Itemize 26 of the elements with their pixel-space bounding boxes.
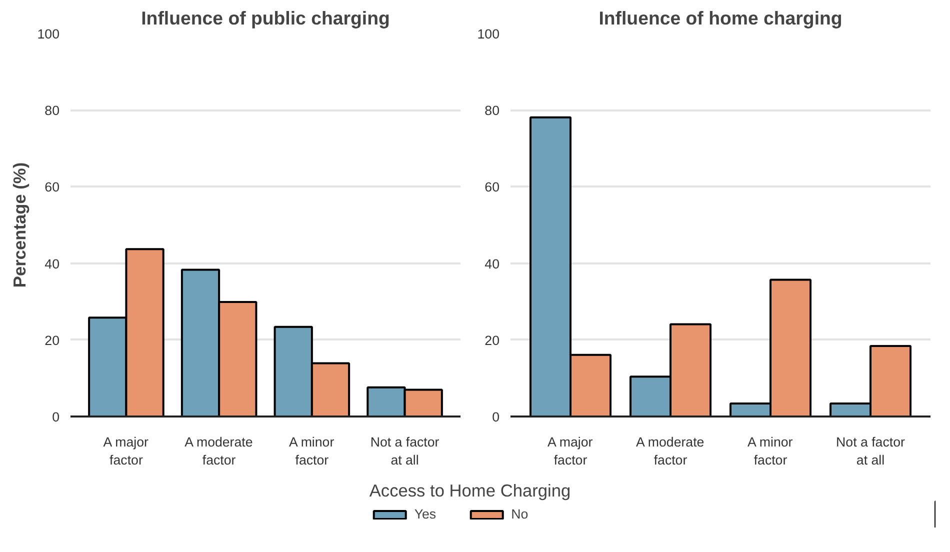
x-tick-label: A minor factor <box>288 434 335 468</box>
legend-label: No <box>511 506 530 522</box>
x-tick-label: A major factor <box>103 434 149 468</box>
y-tick-label: 0 <box>52 410 60 424</box>
x-tick-label: Not a factor at all <box>836 434 906 468</box>
x-tick-label: A moderate factor <box>636 434 704 468</box>
y-tick-label: 100 <box>37 26 60 42</box>
x-tick-label: A major factor <box>548 434 594 468</box>
chart-title: Influence of home charging <box>598 8 842 28</box>
y-tick-label: 100 <box>477 26 500 42</box>
y-axis-title: Percentage (%) <box>9 162 30 288</box>
chart-title: Influence of public charging <box>141 8 390 28</box>
y-tick-label: 40 <box>44 256 60 272</box>
y-tick-label: 20 <box>44 332 60 348</box>
x-tick-label: A moderate factor <box>184 434 253 468</box>
y-tick-label: 80 <box>44 103 60 118</box>
y-tick-label: 60 <box>44 180 60 195</box>
legend-label: Yes <box>414 506 436 522</box>
y-tick-label: 20 <box>484 332 500 348</box>
legend-title: Access to Home Charging <box>369 480 571 502</box>
x-tick-label: Not a factor at all <box>370 434 440 468</box>
y-tick-label: 0 <box>492 410 500 424</box>
x-tick-label: A minor factor <box>748 434 794 468</box>
y-tick-label: 40 <box>484 256 500 272</box>
y-tick-label: 80 <box>484 103 500 118</box>
y-tick-label: 60 <box>484 180 500 195</box>
